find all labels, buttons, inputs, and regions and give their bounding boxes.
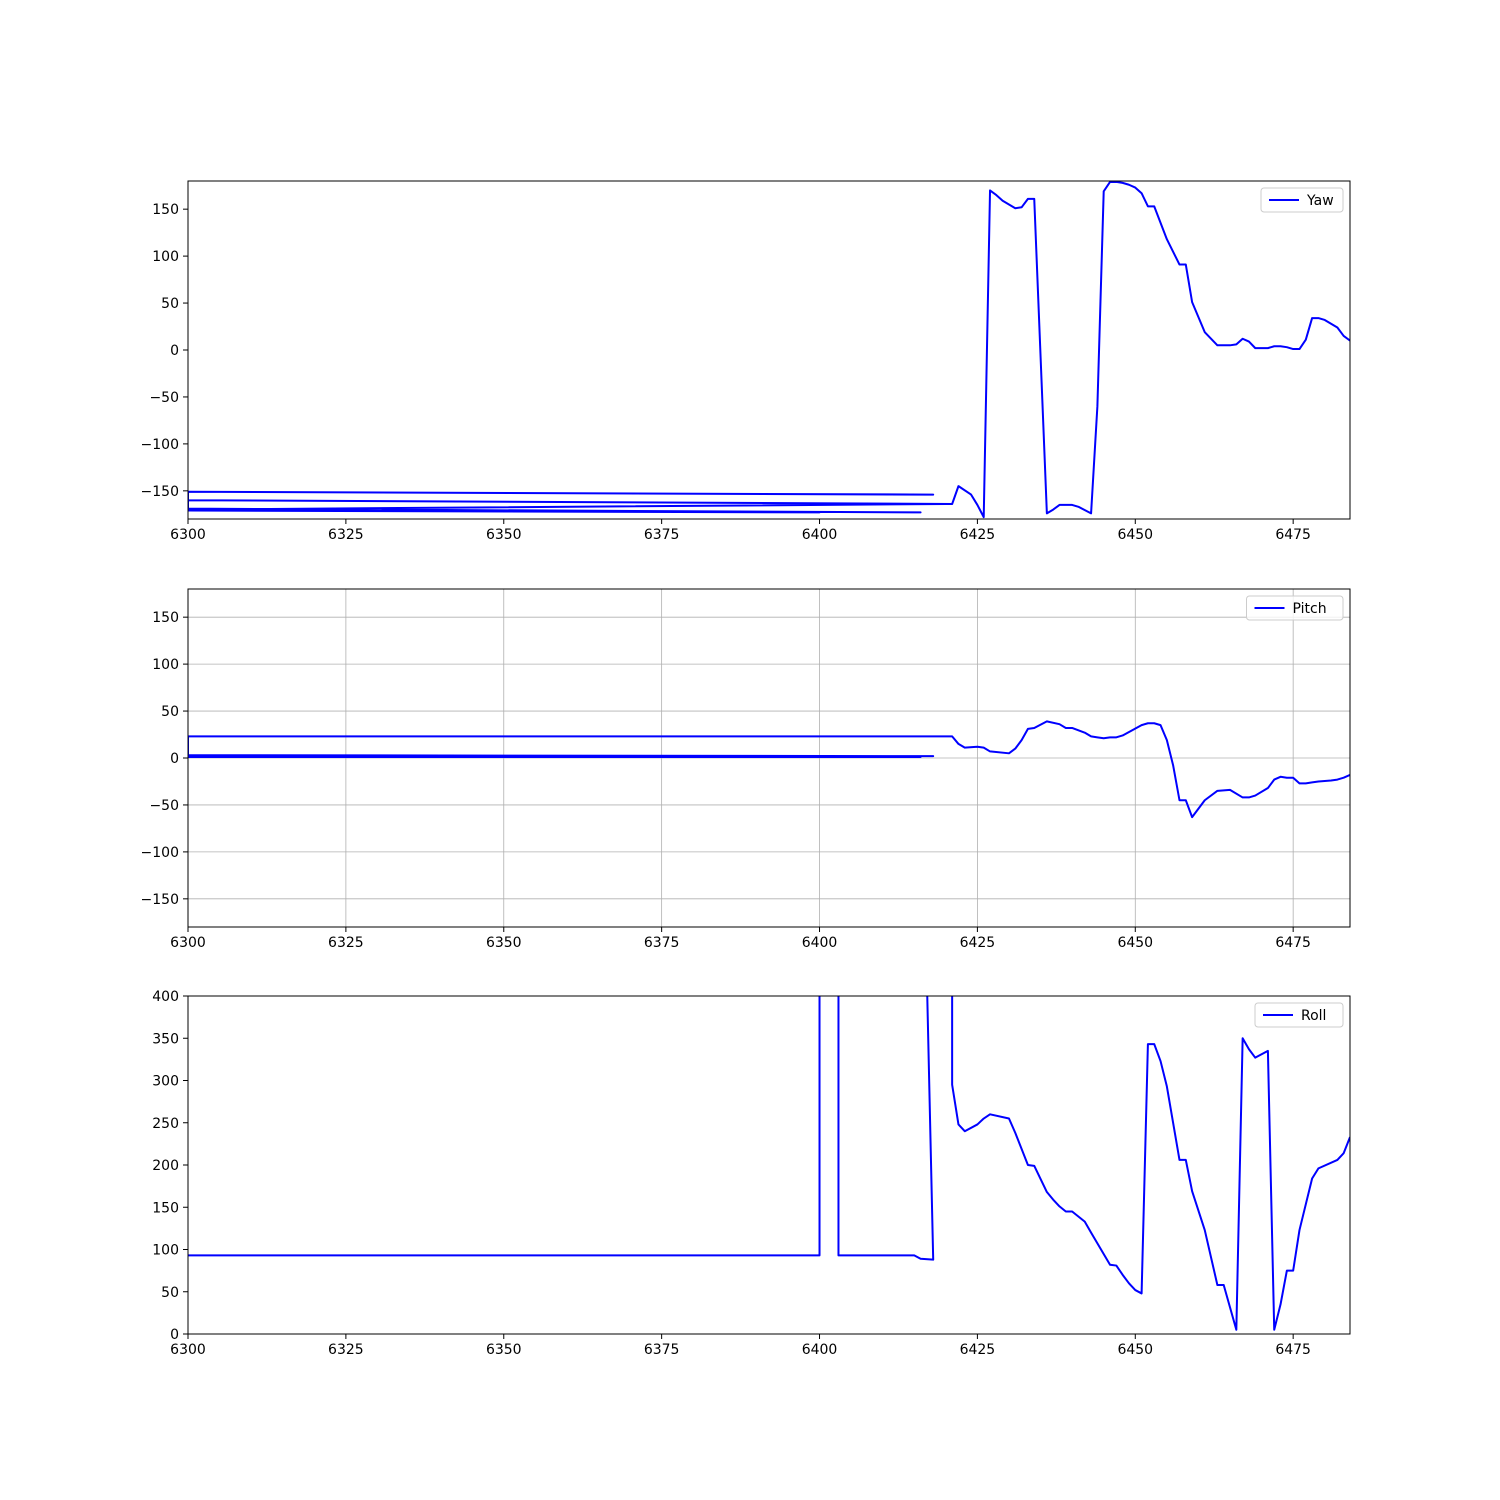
yaw-ticks: 6300 6325 6350 6375 6400 6425 6450 6475 150 100 50… [141,202,1311,543]
x-tick-label: 6475 [1275,527,1311,543]
y-tick-label: 300 [152,1074,179,1090]
y-tick-label: 150 [152,1200,179,1216]
x-tick-label: 6425 [960,935,996,951]
y-tick-label: 100 [152,657,179,673]
roll-legend: Roll [1254,1002,1344,1028]
y-tick-label: 100 [152,1243,179,1259]
x-tick-label: 6300 [170,935,206,951]
y-tick-label: 0 [170,751,179,767]
x-tick-label: 6375 [644,1342,680,1358]
x-tick-label: 6350 [486,1342,522,1358]
x-tick-label: 6475 [1275,935,1311,951]
y-tick-label: 150 [152,202,179,218]
pitch-series-line [188,720,1350,819]
x-tick-label: 6325 [328,935,364,951]
yaw-legend: Yaw [1260,187,1344,213]
y-tick-label: −50 [149,390,179,406]
y-tick-label: 50 [161,296,179,312]
legend-box [1254,1002,1344,1028]
y-tick-label: 50 [161,704,179,720]
legend-box [1260,187,1344,213]
x-tick-label: 6425 [960,527,996,543]
yaw-subplot: 6300 6325 6350 6375 6400 6425 6450 6475 150 100 50… [141,180,1351,543]
y-tick-label: −150 [141,484,179,500]
x-tick-label: 6450 [1117,527,1153,543]
x-tick-label: 6375 [644,527,680,543]
x-tick-label: 6375 [644,935,680,951]
roll-ticks: 6300 6325 6350 6375 6400 6425 6450 6475 400 350 30… [152,989,1311,1358]
pitch-subplot: 6300 6325 6350 6375 6400 6425 6450 6475 150 100 50… [141,588,1351,951]
y-tick-label: 50 [161,1285,179,1301]
y-tick-label: −50 [149,798,179,814]
y-tick-label: −100 [141,845,179,861]
x-tick-label: 6325 [328,1342,364,1358]
legend-box [1246,595,1344,621]
x-tick-label: 6475 [1275,1342,1311,1358]
x-tick-label: 6325 [328,527,364,543]
legend-label: Roll [1301,1008,1326,1024]
legend-label: Yaw [1306,193,1334,209]
y-tick-label: 400 [152,989,179,1005]
x-tick-label: 6400 [802,1342,838,1358]
legend-label: Pitch [1293,601,1327,617]
pitch-ticks: 6300 6325 6350 6375 6400 6425 6450 6475 150 100 50… [141,610,1311,951]
pitch-series [188,720,1350,819]
x-tick-label: 6300 [170,1342,206,1358]
y-tick-label: −100 [141,437,179,453]
roll-series-line [188,996,1350,1331]
x-tick-label: 6300 [170,527,206,543]
y-tick-label: 0 [170,1327,179,1343]
pitch-legend: Pitch [1246,595,1344,621]
x-tick-label: 6350 [486,935,522,951]
roll-series [188,996,1350,1331]
x-tick-label: 6425 [960,1342,996,1358]
y-tick-label: −150 [141,892,179,908]
y-tick-label: 200 [152,1158,179,1174]
y-tick-label: 0 [170,343,179,359]
y-tick-label: 150 [152,610,179,626]
x-tick-label: 6450 [1117,1342,1153,1358]
roll-subplot: 6300 6325 6350 6375 6400 6425 6450 6475 400 350 30… [152,989,1351,1358]
y-tick-label: 100 [152,249,179,265]
x-tick-label: 6400 [802,935,838,951]
yaw-series-line [188,181,1350,519]
x-tick-label: 6450 [1117,935,1153,951]
x-tick-label: 6400 [802,527,838,543]
y-tick-label: 250 [152,1116,179,1132]
y-tick-label: 350 [152,1031,179,1047]
yaw-series [188,181,1350,519]
x-tick-label: 6350 [486,527,522,543]
